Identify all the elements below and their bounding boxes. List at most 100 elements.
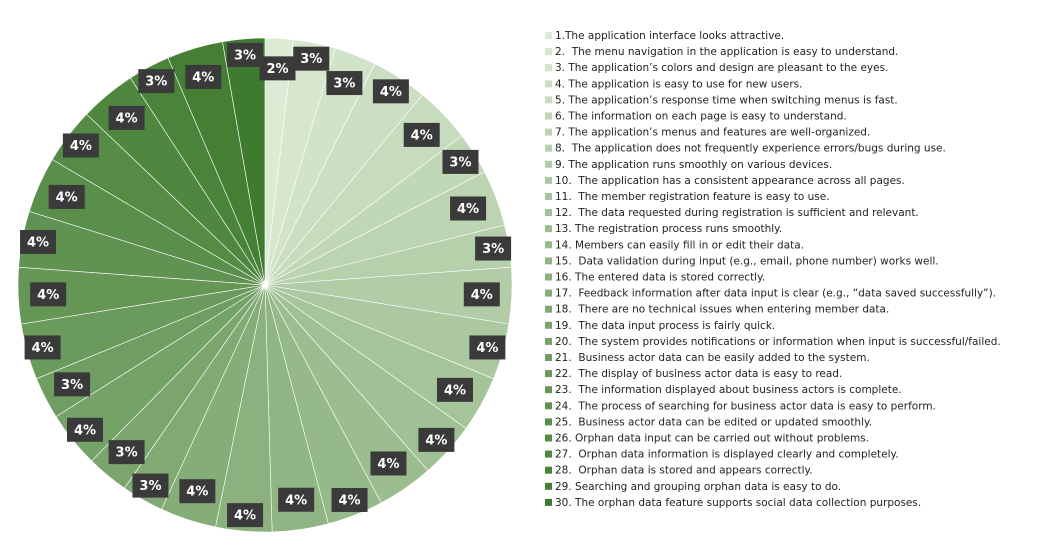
legend-swatch bbox=[545, 112, 552, 120]
legend-swatch bbox=[545, 48, 552, 56]
legend-label: 26. Orphan data input can be carried out… bbox=[555, 433, 869, 445]
legend-label: 17. Feedback information after data inpu… bbox=[555, 288, 996, 300]
legend-swatch bbox=[545, 225, 552, 233]
value-label: 3% bbox=[449, 155, 471, 170]
value-label: 4% bbox=[27, 235, 49, 250]
legend-label: 16. The entered data is stored correctly… bbox=[555, 272, 765, 284]
value-label-box bbox=[403, 122, 440, 147]
legend-label: 3. The application’s colors and design a… bbox=[555, 62, 888, 74]
legend-label: 15. Data validation during input (e.g., … bbox=[555, 255, 939, 267]
value-label-box bbox=[185, 64, 222, 89]
legend-label: 9. The application runs smoothly on vari… bbox=[555, 159, 832, 171]
legend-swatch bbox=[545, 498, 552, 506]
legend-label: 12. The data requested during registrati… bbox=[555, 207, 919, 219]
legend-swatch bbox=[545, 289, 552, 297]
value-label-box bbox=[450, 196, 487, 221]
legend-label: 18. There are no technical issues when e… bbox=[555, 304, 889, 316]
legend-label: 10. The application has a consistent app… bbox=[555, 175, 905, 187]
value-label-box bbox=[331, 487, 368, 512]
value-label: 3% bbox=[234, 48, 256, 63]
value-label-box bbox=[442, 149, 479, 174]
legend-label: 8. The application does not frequently e… bbox=[555, 143, 946, 155]
legend-label: 25. Business actor data can be edited or… bbox=[555, 416, 872, 428]
value-label-box bbox=[179, 479, 216, 504]
legend-swatch bbox=[545, 241, 552, 249]
value-label: 4% bbox=[74, 423, 96, 438]
legend-swatch bbox=[545, 354, 552, 361]
value-label: 4% bbox=[476, 341, 498, 356]
value-label-box bbox=[372, 79, 409, 104]
legend-label: 14. Members can easily fill in or edit t… bbox=[555, 239, 804, 251]
legend-label: 6. The information on each page is easy … bbox=[555, 111, 847, 123]
legend-label: 1.The application interface looks attrac… bbox=[555, 30, 784, 42]
legend-swatch bbox=[545, 370, 552, 378]
value-label: 4% bbox=[116, 111, 138, 126]
legend-swatch bbox=[545, 64, 552, 72]
value-label-box bbox=[436, 377, 473, 402]
value-label-box bbox=[326, 71, 363, 96]
value-label: 4% bbox=[234, 509, 256, 524]
legend-swatch bbox=[545, 128, 552, 136]
value-label: 4% bbox=[471, 288, 493, 303]
legend-swatch bbox=[545, 273, 552, 281]
value-label-box bbox=[259, 56, 296, 81]
legend-label: 20. The system provides notifications or… bbox=[555, 336, 1001, 348]
value-label-box bbox=[475, 236, 512, 261]
value-label-box bbox=[138, 69, 175, 94]
value-label: 4% bbox=[32, 341, 54, 356]
legend-label: 7. The application’s menus and features … bbox=[555, 127, 870, 139]
value-label: 4% bbox=[56, 190, 78, 205]
value-label-box bbox=[62, 133, 99, 158]
value-label: 4% bbox=[411, 128, 433, 143]
value-label-box bbox=[227, 42, 264, 67]
value-label-box bbox=[418, 427, 455, 452]
value-label-box bbox=[20, 229, 57, 254]
value-label: 4% bbox=[425, 433, 447, 448]
value-label: 3% bbox=[333, 77, 355, 92]
value-label: 3% bbox=[145, 75, 167, 90]
legend-label: 4. The application is easy to use for ne… bbox=[555, 78, 802, 90]
value-label: 4% bbox=[186, 485, 208, 500]
legend-swatch bbox=[545, 96, 552, 104]
legend-swatch bbox=[545, 305, 552, 313]
value-label-box bbox=[108, 440, 145, 465]
legend-label: 22. The display of business actor data i… bbox=[555, 368, 842, 380]
value-label-box bbox=[227, 503, 264, 528]
legend-label: 27. Orphan data information is displayed… bbox=[555, 449, 899, 461]
value-label: 3% bbox=[139, 479, 161, 494]
value-label: 2% bbox=[266, 62, 288, 77]
value-label: 4% bbox=[192, 70, 214, 85]
value-label-box bbox=[24, 335, 61, 360]
value-label: 3% bbox=[300, 52, 322, 67]
value-label: 3% bbox=[116, 446, 138, 461]
legend-label: 23. The information displayed about busi… bbox=[555, 384, 902, 396]
legend-swatch bbox=[545, 257, 552, 265]
legend-swatch bbox=[545, 80, 552, 88]
value-label: 4% bbox=[339, 493, 361, 508]
value-label-box bbox=[469, 335, 506, 360]
legend-label: 28. Orphan data is stored and appears co… bbox=[555, 465, 813, 477]
legend-label: 19. The data input process is fairly qui… bbox=[555, 320, 775, 332]
legend-swatch bbox=[545, 32, 552, 39]
value-label: 4% bbox=[285, 493, 307, 508]
value-label: 3% bbox=[482, 242, 504, 257]
legend-swatch bbox=[545, 144, 552, 152]
value-label: 4% bbox=[70, 139, 92, 154]
legend-swatch bbox=[545, 321, 552, 329]
value-label-box bbox=[48, 184, 85, 209]
legend-label: 21. Business actor data can be easily ad… bbox=[555, 352, 870, 364]
legend-swatch bbox=[545, 337, 552, 345]
legend-swatch bbox=[545, 482, 552, 490]
legend-label: 24. The process of searching for busines… bbox=[555, 400, 936, 412]
legend-label: 30. The orphan data feature supports soc… bbox=[555, 497, 921, 509]
value-label: 4% bbox=[457, 202, 479, 217]
legend-swatch bbox=[545, 386, 552, 394]
value-label: 3% bbox=[61, 378, 83, 393]
legend-swatch bbox=[545, 466, 552, 474]
value-label: 4% bbox=[37, 288, 59, 303]
legend-swatch bbox=[545, 193, 552, 200]
value-label-box bbox=[66, 417, 103, 442]
legend-swatch bbox=[545, 176, 552, 184]
legend-swatch bbox=[545, 209, 552, 217]
